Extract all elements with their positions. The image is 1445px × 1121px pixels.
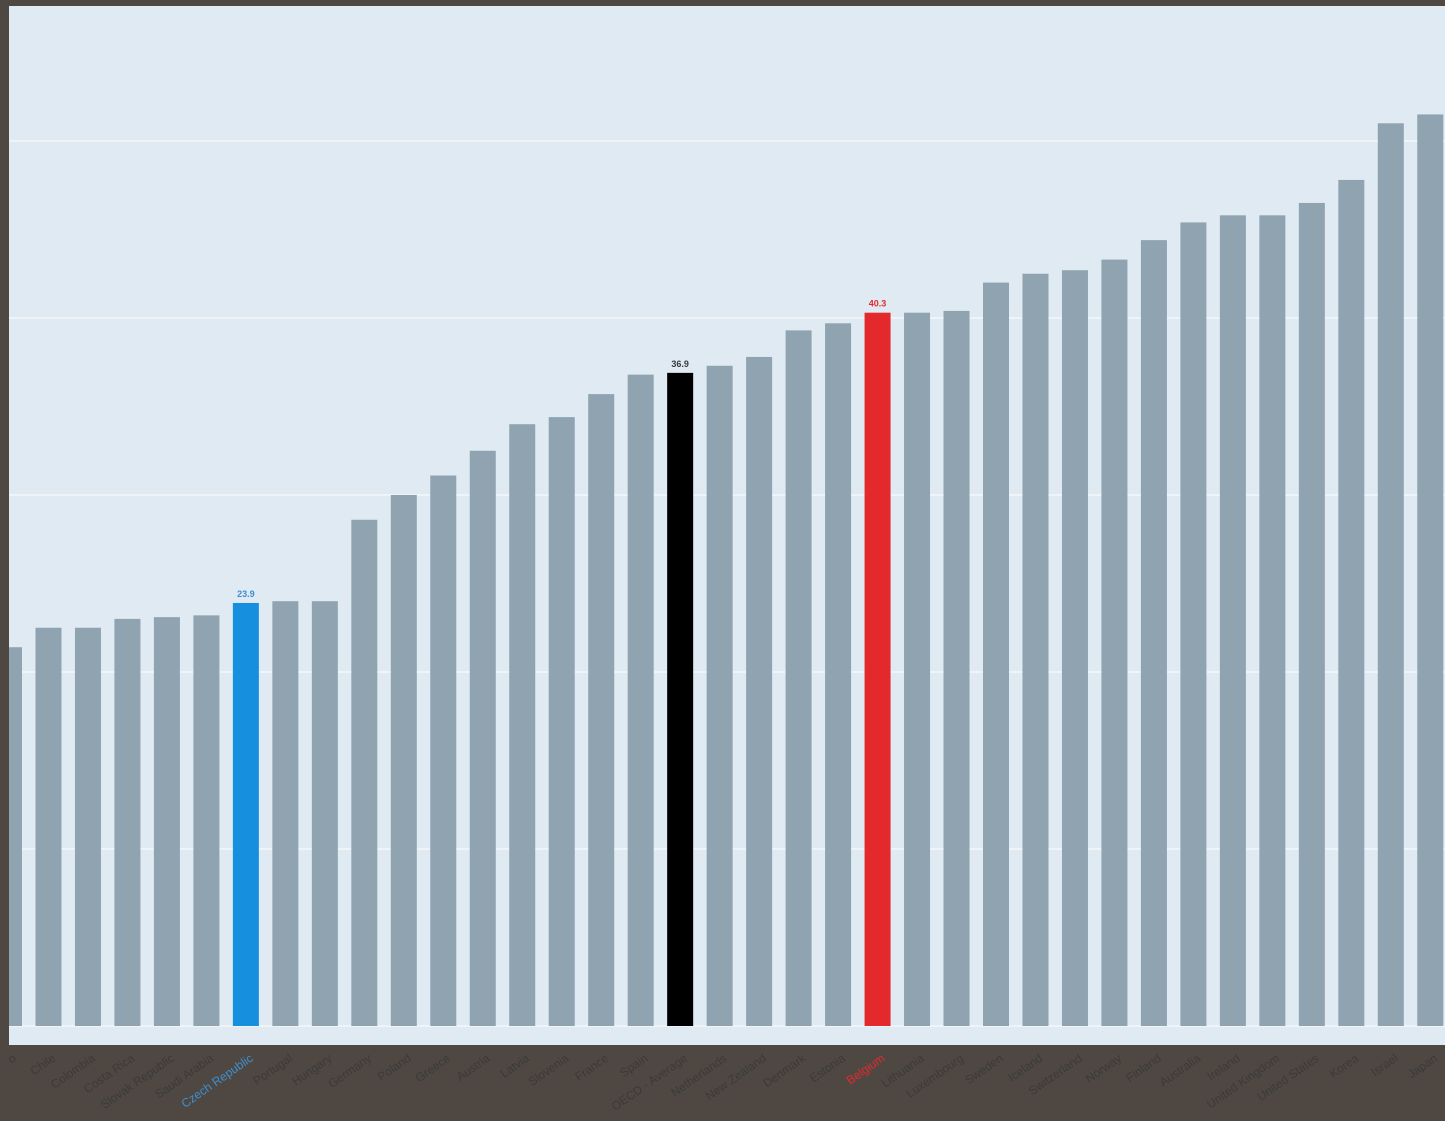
tick-label-poland: Poland [375, 1051, 414, 1084]
bar-netherlands[interactable] [706, 365, 733, 1026]
bar-austria[interactable] [469, 450, 496, 1026]
value-label-oecd-average: 36.9 [671, 359, 689, 369]
bar-germany[interactable] [351, 519, 378, 1026]
bar-luxembourg[interactable] [943, 310, 970, 1026]
tick-label-portugal: Portugal [250, 1051, 295, 1088]
bar-united-states[interactable] [1298, 202, 1325, 1026]
tick-label-norway: Norway [1083, 1051, 1124, 1086]
bar-colombia[interactable] [74, 627, 101, 1026]
bar-estonia[interactable] [825, 323, 852, 1026]
bar-finland[interactable] [1140, 240, 1167, 1026]
tick-label-mexico: o [5, 1051, 19, 1066]
tick-label-estonia: Estonia [807, 1051, 848, 1086]
bar-greece[interactable] [430, 475, 457, 1026]
bar-denmark[interactable] [785, 330, 812, 1026]
tick-label-france: France [572, 1051, 611, 1084]
bar-united-kingdom[interactable] [1259, 215, 1286, 1027]
bar-australia[interactable] [1180, 222, 1207, 1027]
bar-belgium[interactable] [864, 312, 891, 1026]
bar-iceland[interactable] [1022, 273, 1049, 1026]
tick-label-denmark: Denmark [760, 1050, 809, 1090]
bar-slovak-republic[interactable] [153, 617, 180, 1026]
bar-lithuania[interactable] [904, 312, 931, 1026]
tick-label-korea: Korea [1327, 1051, 1362, 1081]
bar-norway[interactable] [1101, 259, 1128, 1027]
bar-ireland[interactable] [1219, 215, 1246, 1027]
bar-mexico[interactable] [0, 647, 22, 1026]
bar-czech-republic[interactable] [232, 602, 259, 1026]
bar-portugal[interactable] [272, 601, 299, 1026]
tick-label-austria: Austria [454, 1051, 493, 1084]
tick-label-chile: Chile [28, 1051, 59, 1078]
tick-label-czech-republic: Czech Republic [179, 1051, 256, 1111]
tick-label-germany: Germany [326, 1051, 374, 1091]
tick-label-sweden: Sweden [962, 1051, 1006, 1087]
bar-saudi-arabia[interactable] [193, 615, 220, 1026]
bar-sweden[interactable] [983, 282, 1009, 1027]
bar-israel[interactable] [1377, 123, 1404, 1027]
tick-label-slovenia: Slovenia [526, 1051, 572, 1089]
bar-hungary[interactable] [311, 601, 338, 1026]
bar-latvia[interactable] [509, 424, 536, 1026]
tick-label-greece: Greece [413, 1051, 454, 1085]
bar-new-zealand[interactable] [746, 356, 773, 1026]
value-label-czech-republic: 23.9 [237, 589, 255, 599]
bar-slovenia[interactable] [548, 417, 575, 1026]
bar-poland[interactable] [390, 495, 417, 1026]
bar-korea[interactable] [1338, 179, 1365, 1026]
tick-label-israel: Israel [1368, 1051, 1400, 1079]
bar-japan[interactable] [1417, 114, 1444, 1026]
tick-label-japan: Japan [1405, 1051, 1440, 1081]
bar-spain[interactable] [627, 374, 654, 1026]
bar-oecd-average[interactable] [667, 372, 694, 1026]
bar-costa-rica[interactable] [114, 618, 141, 1026]
value-label-belgium: 40.3 [869, 299, 887, 309]
tick-label-australia: Australia [1157, 1051, 1204, 1089]
bar-chile[interactable] [35, 627, 62, 1026]
bar-france[interactable] [588, 394, 615, 1026]
bar-switzerland[interactable] [1061, 270, 1088, 1027]
